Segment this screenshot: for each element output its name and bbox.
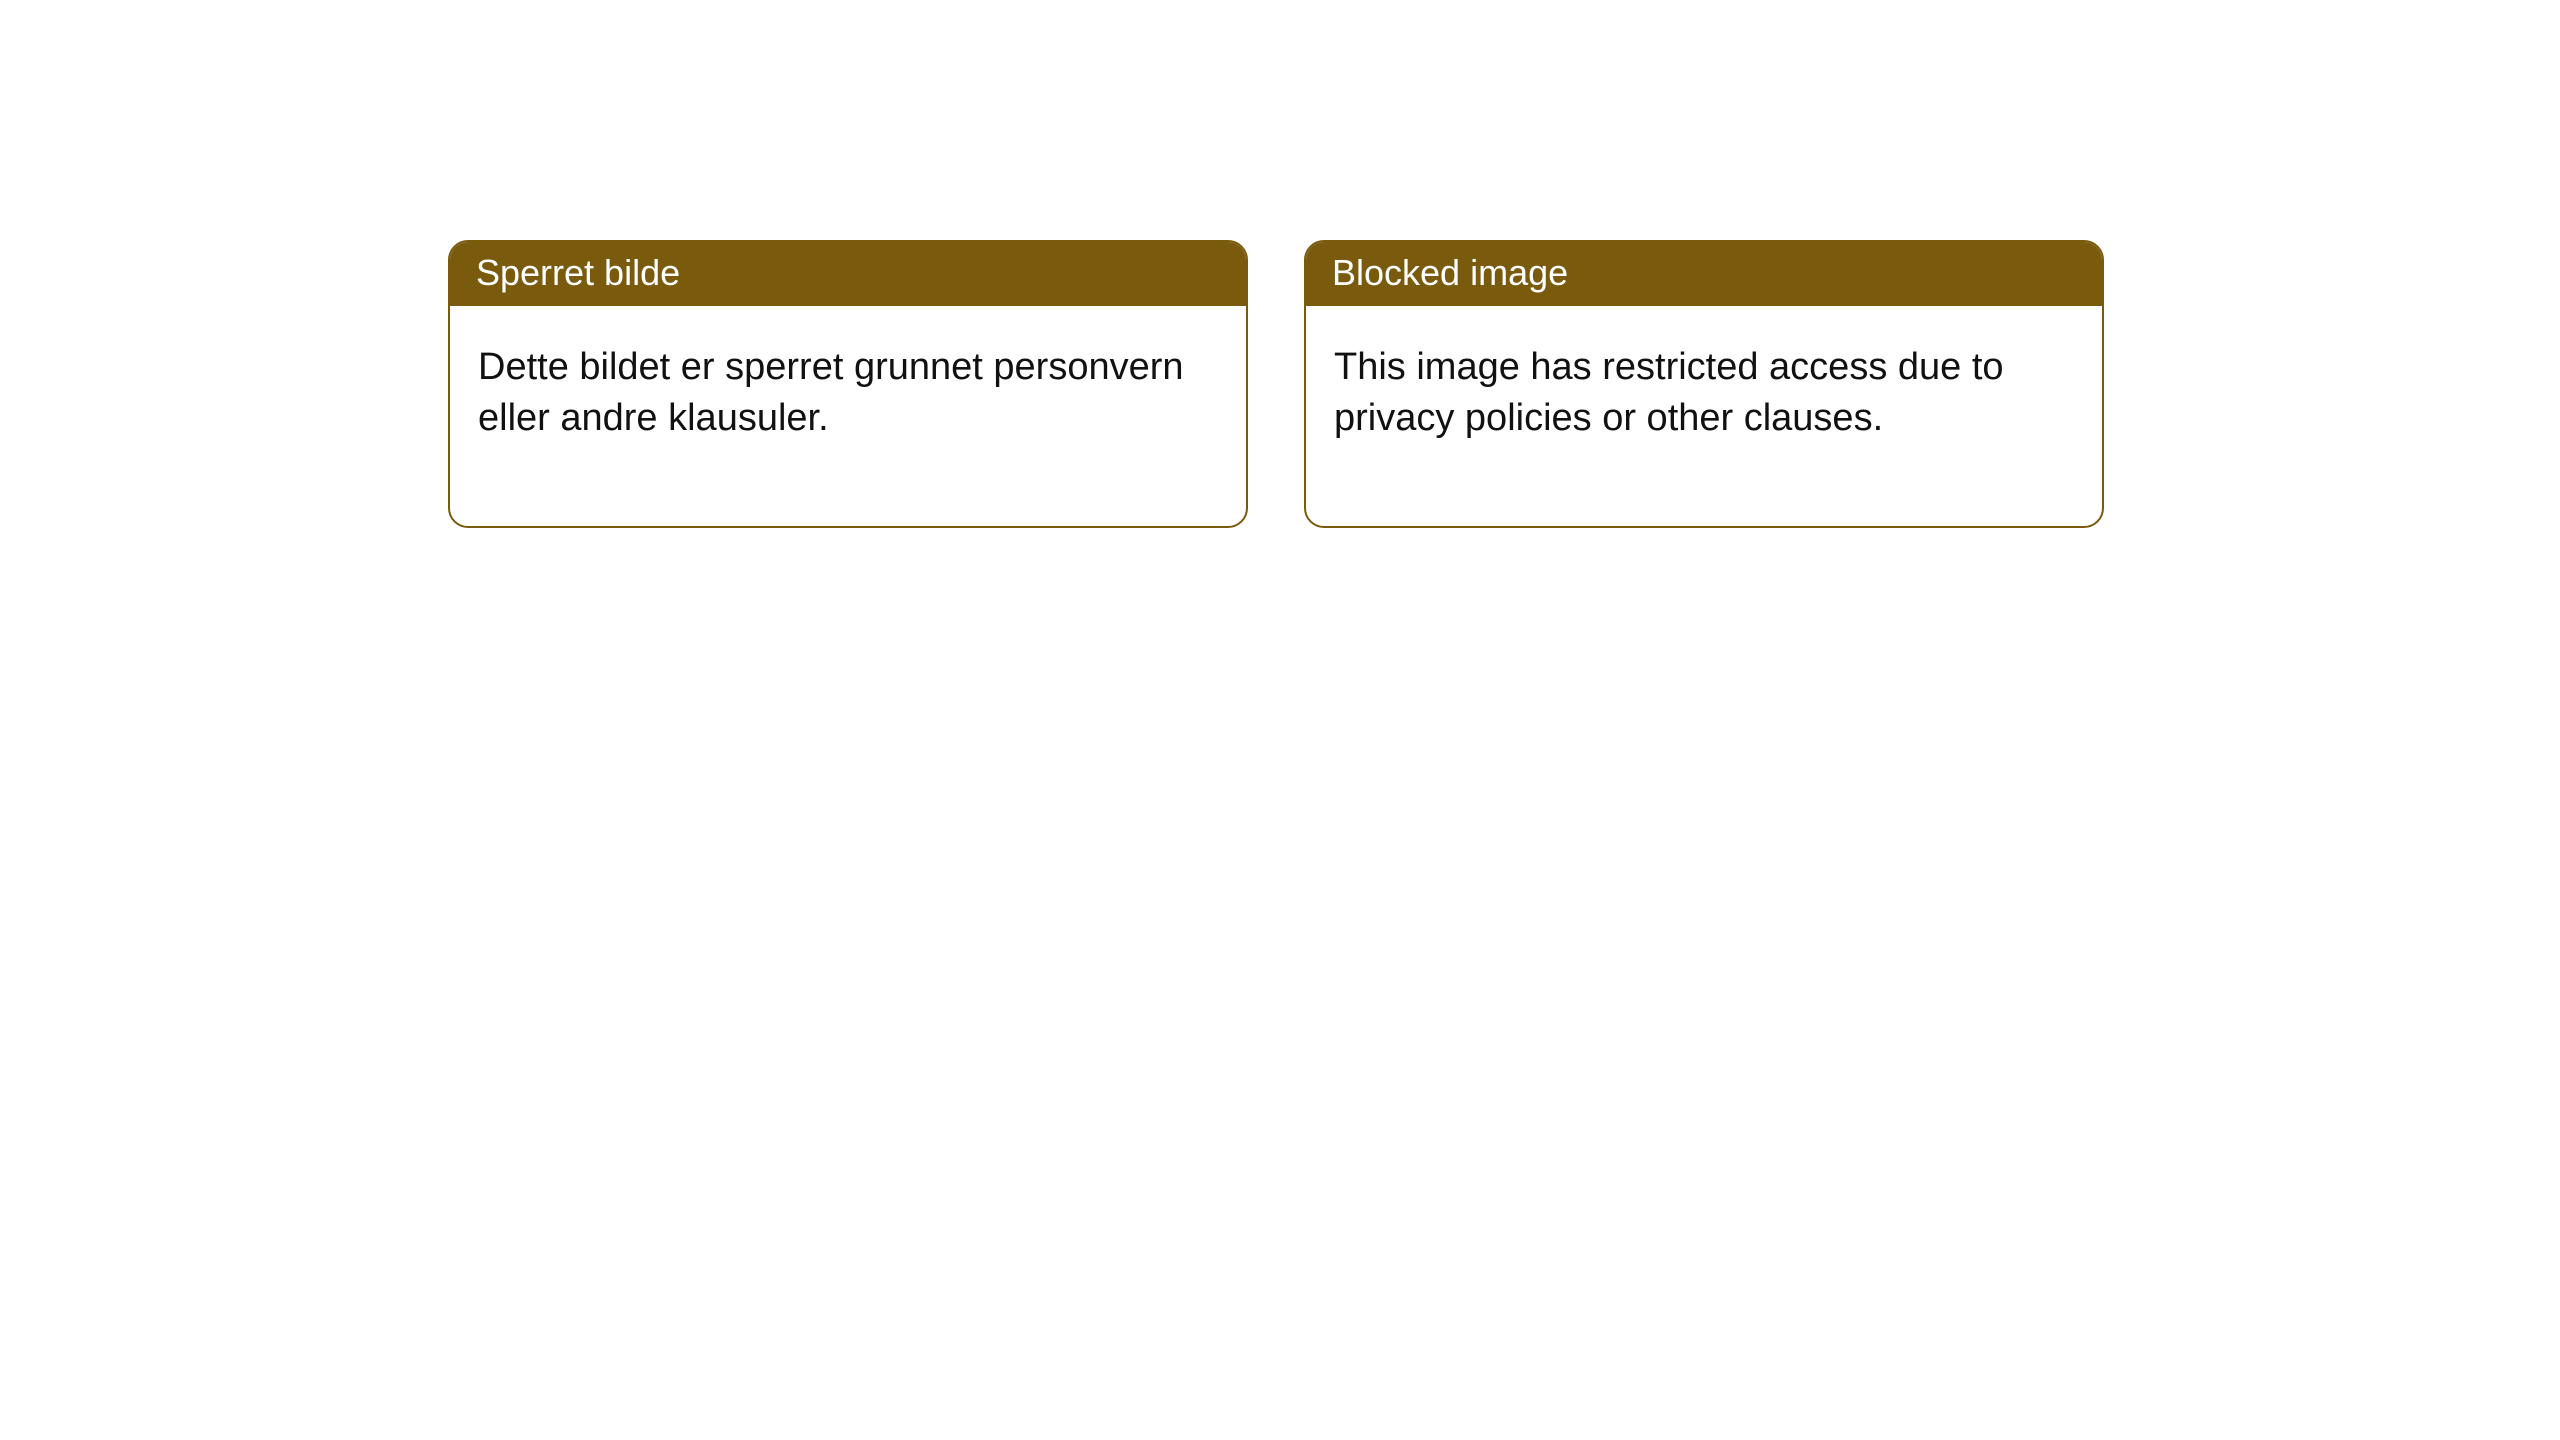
notice-title-en: Blocked image (1306, 242, 2102, 306)
notice-message-no: Dette bildet er sperret grunnet personve… (450, 306, 1246, 526)
notice-message-en: This image has restricted access due to … (1306, 306, 2102, 526)
notice-box-no: Sperret bilde Dette bildet er sperret gr… (448, 240, 1248, 528)
notice-box-en: Blocked image This image has restricted … (1304, 240, 2104, 528)
notice-container: Sperret bilde Dette bildet er sperret gr… (448, 240, 2104, 528)
notice-title-no: Sperret bilde (450, 242, 1246, 306)
